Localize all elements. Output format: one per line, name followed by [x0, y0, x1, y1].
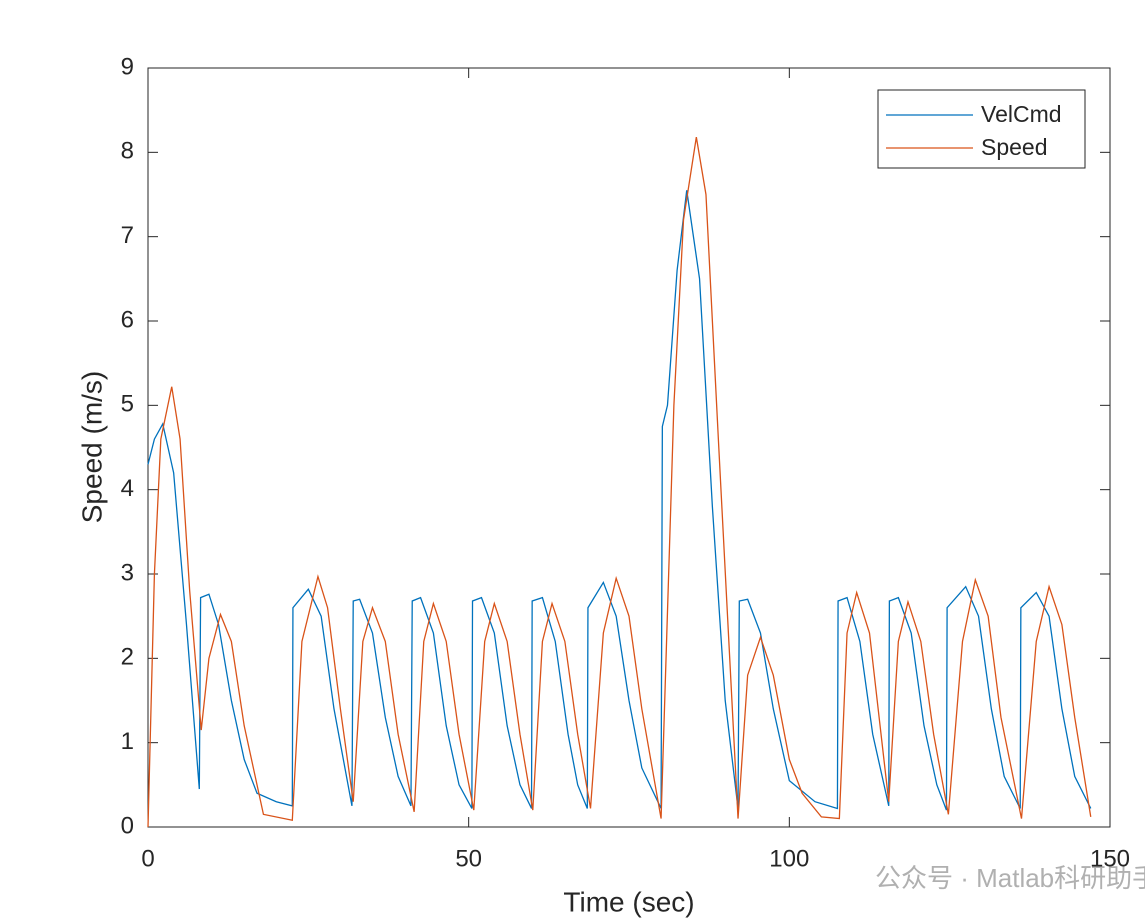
y-axis-label: Speed (m/s) — [76, 371, 107, 524]
plot-box — [147, 67, 1111, 828]
data-line — [147, 190, 1092, 811]
y-tick-label: 1 — [121, 728, 134, 755]
legend-label: VelCmd — [981, 101, 1062, 127]
x-tick-label: 50 — [455, 845, 482, 872]
y-tick-label: 7 — [121, 222, 134, 249]
y-tick-label: 6 — [121, 306, 134, 333]
watermark: 公众号 · Matlab科研助手 — [875, 863, 1145, 893]
y-tick-label: 0 — [121, 812, 134, 839]
y-tick-label: 8 — [121, 138, 134, 165]
x-tick-label: 0 — [141, 845, 154, 872]
y-tick-label: 3 — [121, 559, 134, 586]
data-line — [147, 137, 1092, 828]
y-tick-label: 9 — [121, 53, 134, 80]
legend-label: Speed — [981, 134, 1048, 160]
y-tick-label: 2 — [121, 644, 134, 671]
x-axis-label: Time (sec) — [563, 886, 694, 917]
x-tick-label: 150 — [1090, 845, 1130, 872]
y-tick-label: 5 — [121, 391, 134, 418]
y-tick-label: 4 — [121, 475, 134, 502]
legend-box — [877, 89, 1086, 169]
x-tick-label: 100 — [769, 845, 809, 872]
